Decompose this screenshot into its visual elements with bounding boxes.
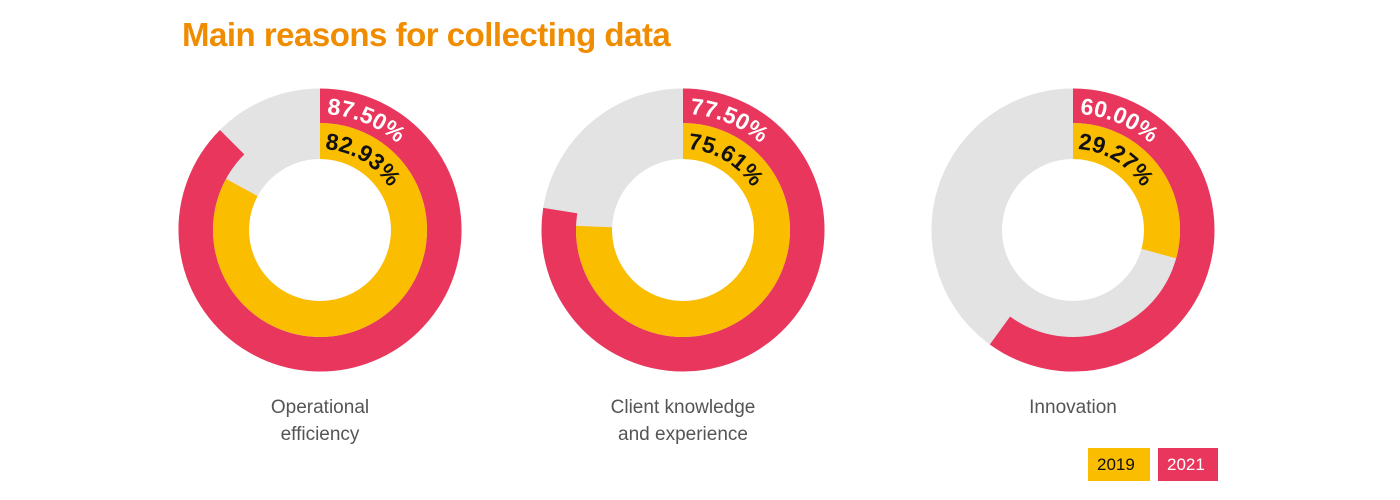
legend-item-2019: 2019 — [1088, 448, 1150, 481]
category-label: efficiency — [281, 424, 360, 445]
category-label: Operational — [271, 397, 369, 418]
legend-item-2021: 2021 — [1158, 448, 1218, 481]
donut-chart-3: 60.00%29.27%Innovation — [931, 88, 1215, 418]
arc-2019 — [213, 123, 427, 337]
arc-2019 — [576, 123, 790, 337]
arc-2021 — [541, 88, 825, 372]
category-label: and experience — [618, 424, 748, 445]
chart-title: Main reasons for collecting data — [182, 16, 671, 53]
arc-2019 — [1072, 123, 1180, 259]
category-label: Client knowledge — [611, 397, 756, 418]
arc-2021 — [989, 88, 1215, 372]
category-label: Innovation — [1029, 397, 1117, 418]
arc-2021 — [178, 88, 462, 372]
